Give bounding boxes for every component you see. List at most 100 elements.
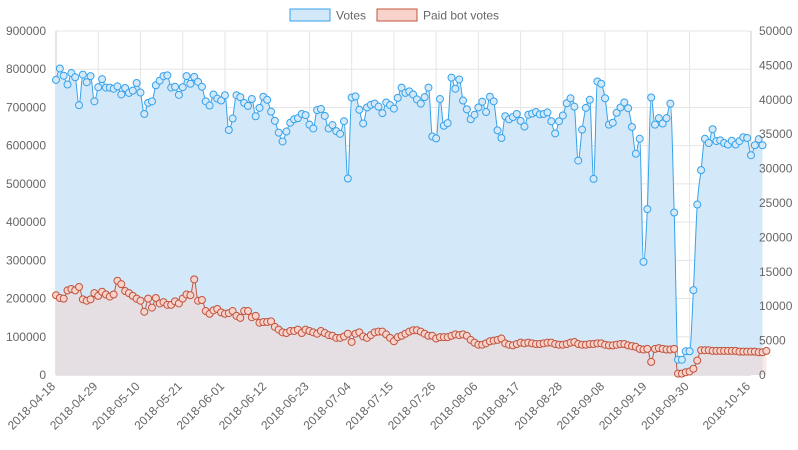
point-votes[interactable] [86,72,95,81]
point-votes[interactable] [470,110,479,119]
point-votes[interactable] [685,347,694,356]
point-votes[interactable] [497,134,506,143]
point-votes[interactable] [416,99,425,108]
point-votes[interactable] [612,108,621,117]
point-votes[interactable] [197,82,206,91]
point-votes[interactable] [747,151,755,160]
point-votes[interactable] [512,109,521,118]
point-votes[interactable] [128,86,137,95]
point-paid-bot-votes[interactable] [109,290,118,299]
point-votes[interactable] [389,104,398,113]
point-paid-bot-votes[interactable] [86,295,95,304]
point-votes[interactable] [482,108,491,117]
point-votes[interactable] [59,71,68,80]
point-paid-bot-votes[interactable] [197,296,206,305]
point-votes[interactable] [750,141,759,150]
point-votes[interactable] [643,205,652,214]
point-votes[interactable] [228,114,237,123]
point-votes[interactable] [63,80,72,89]
point-votes[interactable] [689,286,698,295]
point-votes[interactable] [447,73,456,82]
point-votes[interactable] [601,94,610,103]
point-votes[interactable] [113,82,122,91]
point-votes[interactable] [82,78,91,87]
point-votes[interactable] [343,174,352,183]
point-votes[interactable] [662,114,671,123]
point-votes[interactable] [435,95,444,104]
point-paid-bot-votes[interactable] [147,303,156,312]
point-votes[interactable] [278,137,287,146]
point-votes[interactable] [267,107,276,116]
point-votes[interactable] [424,83,433,92]
point-votes[interactable] [635,134,644,143]
legend-swatch-votes[interactable] [289,8,331,22]
point-votes[interactable] [432,134,441,143]
point-votes[interactable] [78,70,87,79]
point-votes[interactable] [443,119,452,128]
point-votes[interactable] [220,91,229,100]
point-votes[interactable] [489,97,498,106]
point-votes[interactable] [547,117,556,126]
point-votes[interactable] [397,83,406,92]
point-votes[interactable] [666,99,675,108]
point-votes[interactable] [186,79,195,88]
point-votes[interactable] [462,105,471,114]
point-votes[interactable] [274,128,283,137]
point-votes[interactable] [247,95,256,104]
point-votes[interactable] [90,97,99,106]
point-votes[interactable] [677,355,686,364]
point-votes[interactable] [359,119,368,128]
point-votes[interactable] [455,75,464,84]
point-paid-bot-votes[interactable] [186,291,195,300]
point-votes[interactable] [255,103,264,112]
point-votes[interactable] [178,83,187,92]
legend-label-paid-bot-votes[interactable]: Paid bot votes [423,9,499,23]
point-votes[interactable] [574,156,583,165]
point-paid-bot-votes[interactable] [75,282,84,291]
point-votes[interactable] [578,125,587,134]
point-paid-bot-votes[interactable] [117,280,126,289]
point-votes[interactable] [182,72,191,81]
point-votes[interactable] [620,98,629,107]
point-votes[interactable] [743,134,752,143]
point-votes[interactable] [309,124,318,133]
point-votes[interactable] [236,93,245,102]
point-votes[interactable] [336,129,345,138]
point-votes[interactable] [589,174,598,183]
point-votes[interactable] [71,73,80,82]
point-votes[interactable] [351,92,360,101]
point-votes[interactable] [459,96,468,105]
point-votes[interactable] [339,117,348,126]
point-votes[interactable] [174,90,183,99]
point-votes[interactable] [627,122,636,131]
point-votes[interactable] [704,138,713,147]
point-votes[interactable] [631,149,640,158]
point-votes[interactable] [52,75,60,84]
point-paid-bot-votes[interactable] [267,317,276,326]
point-votes[interactable] [693,200,702,209]
point-votes[interactable] [555,117,564,126]
point-votes[interactable] [328,121,337,130]
point-votes[interactable] [516,116,525,125]
point-paid-bot-votes[interactable] [647,357,656,366]
point-paid-bot-votes[interactable] [140,307,149,316]
point-paid-bot-votes[interactable] [59,294,68,303]
point-votes[interactable] [570,102,579,111]
point-votes[interactable] [585,95,594,104]
point-votes[interactable] [658,119,667,128]
point-votes[interactable] [697,166,706,175]
point-votes[interactable] [420,93,429,102]
point-votes[interactable] [55,64,64,73]
point-votes[interactable] [117,90,126,99]
point-votes[interactable] [136,88,145,97]
point-votes[interactable] [75,101,84,110]
point-votes[interactable] [171,82,180,91]
point-paid-bot-votes[interactable] [347,337,356,346]
point-votes[interactable] [224,126,233,134]
point-paid-bot-votes[interactable] [243,307,252,316]
point-votes[interactable] [320,111,329,120]
point-votes[interactable] [98,75,107,84]
point-votes[interactable] [670,208,679,217]
point-votes[interactable] [163,71,172,80]
point-votes[interactable] [708,125,717,134]
